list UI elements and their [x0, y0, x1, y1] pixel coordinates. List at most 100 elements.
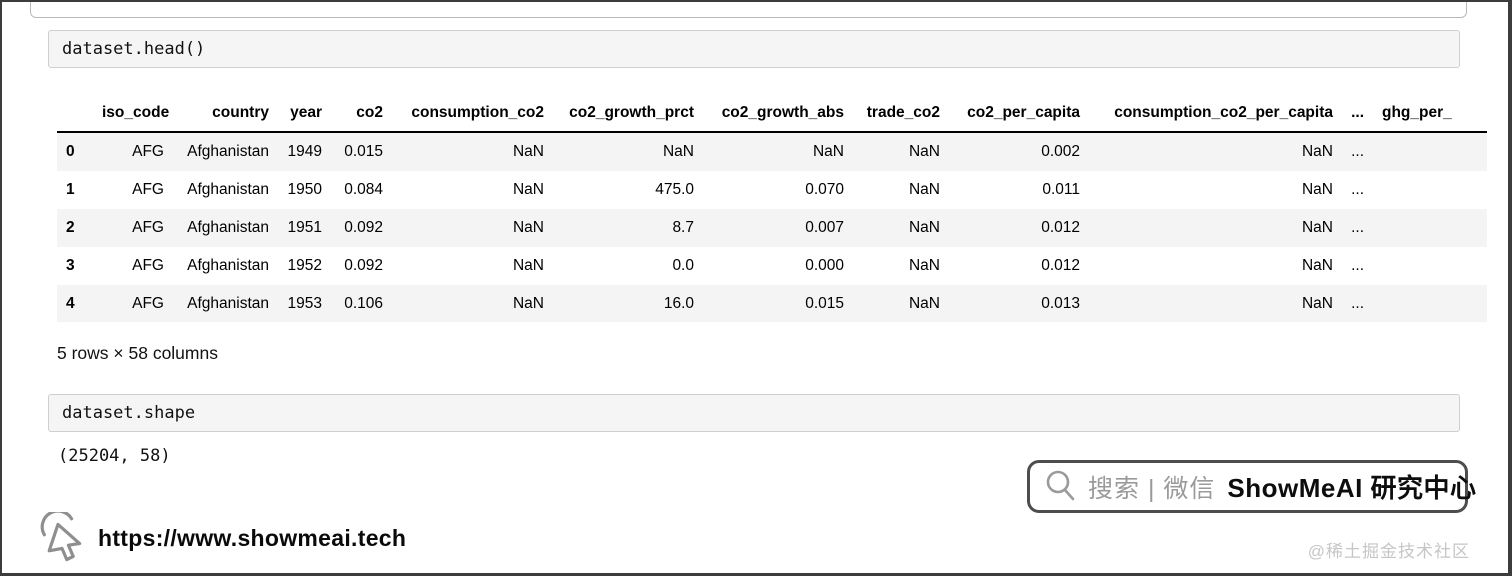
showmeai-search-watermark: 搜索 | 微信 ShowMeAI 研究中心 [1027, 460, 1476, 513]
site-url-watermark: https://www.showmeai.tech [38, 512, 406, 564]
column-header: ... [1342, 96, 1373, 133]
table-cell: NaN [512, 295, 544, 312]
dataframe-output: iso_code country year co2 consumption_co2 co2… [57, 96, 1512, 322]
table-cell: 1953 [287, 295, 322, 312]
table-cell: ... [1351, 143, 1364, 160]
table-cell: NaN [1301, 181, 1333, 198]
code-cell-shape-input[interactable]: dataset.shape [48, 394, 1460, 432]
column-header: ghg_per_ [1373, 96, 1487, 133]
row-index: 2 [66, 219, 75, 236]
table-cell: ... [1351, 181, 1364, 198]
dataframe-summary: 5 rows × 58 columns [57, 343, 218, 363]
column-header [57, 96, 93, 133]
brand-text: ShowMeAI 研究中心 [1227, 473, 1477, 503]
table-cell: 8.7 [672, 219, 694, 236]
table-cell: NaN [512, 143, 544, 160]
table-cell: AFG [132, 295, 164, 312]
table-header-row: iso_code country year co2 consumption_co2 co2… [57, 96, 1487, 133]
table-cell: 0.012 [1041, 257, 1080, 274]
dataframe-table: iso_code country year co2 consumption_co2 co2… [57, 96, 1487, 322]
table-row: 2 AFG Afghanistan 1951 0.092 NaN 8.7 0.007 NaN 0.… [57, 209, 1487, 247]
column-header: trade_co2 [853, 96, 949, 133]
row-index: 3 [66, 257, 75, 274]
row-index: 4 [66, 295, 75, 312]
table-cell: 1949 [287, 143, 322, 160]
table-cell: NaN [908, 295, 940, 312]
table-cell: Afghanistan [187, 143, 269, 160]
table-cell: NaN [908, 143, 940, 160]
table-cell: 1950 [287, 181, 322, 198]
row-index: 0 [66, 143, 75, 160]
table-cell: ... [1351, 295, 1364, 312]
cursor-logo-icon [40, 512, 82, 562]
column-header: year [278, 96, 331, 133]
search-placeholder-text: 搜索 | 微信 [1088, 474, 1216, 503]
column-header: co2 [331, 96, 392, 133]
table-cell: 1951 [287, 219, 322, 236]
table-cell: ... [1351, 257, 1364, 274]
table-cell [1373, 247, 1487, 285]
table-cell: 0.106 [344, 295, 383, 312]
table-cell: Afghanistan [187, 257, 269, 274]
table-cell: NaN [512, 257, 544, 274]
table-cell: 0.002 [1041, 143, 1080, 160]
site-url-text: https://www.showmeai.tech [98, 524, 407, 551]
table-cell: 0.0 [672, 257, 694, 274]
shape-output: (25204, 58) [58, 446, 171, 466]
column-header: co2_growth_prct [553, 96, 703, 133]
table-cell: NaN [512, 219, 544, 236]
table-row: 3 AFG Afghanistan 1952 0.092 NaN 0.0 0.000 NaN 0.… [57, 247, 1487, 285]
table-cell: NaN [512, 181, 544, 198]
table-cell: 0.092 [344, 219, 383, 236]
table-cell: 0.012 [1041, 219, 1080, 236]
table-cell: NaN [1301, 219, 1333, 236]
table-cell [1373, 132, 1487, 171]
code-cell-head-input[interactable]: dataset.head() [48, 30, 1460, 68]
table-cell: 0.015 [805, 295, 844, 312]
table-cell: NaN [662, 143, 694, 160]
table-row: 4 AFG Afghanistan 1953 0.106 NaN 16.0 0.015 NaN 0… [57, 285, 1487, 322]
table-cell: AFG [132, 143, 164, 160]
table-cell: 0.015 [344, 143, 383, 160]
column-header: co2_growth_abs [703, 96, 853, 133]
table-cell: AFG [132, 181, 164, 198]
table-cell: NaN [1301, 257, 1333, 274]
row-index: 1 [66, 181, 75, 198]
table-cell: NaN [908, 219, 940, 236]
table-cell: 0.092 [344, 257, 383, 274]
table-cell: 16.0 [663, 295, 694, 312]
table-cell: 0.007 [805, 219, 844, 236]
column-header: country [173, 96, 278, 133]
table-row: 0 AFG Afghanistan 1949 0.015 NaN NaN NaN NaN 0.00… [57, 132, 1487, 171]
juejin-watermark: @稀土掘金技术社区 [1307, 542, 1470, 561]
table-cell: 1952 [287, 257, 322, 274]
table-cell [1373, 285, 1487, 322]
previous-cell-partial [30, 0, 1467, 18]
table-cell: NaN [908, 181, 940, 198]
table-row: 1 AFG Afghanistan 1950 0.084 NaN 475.0 0.070 NaN… [57, 171, 1487, 209]
table-cell: AFG [132, 219, 164, 236]
table-cell [1373, 171, 1487, 209]
column-header: co2_per_capita [949, 96, 1089, 133]
column-header: iso_code [93, 96, 173, 133]
table-cell: Afghanistan [187, 181, 269, 198]
table-cell: NaN [1301, 143, 1333, 160]
table-cell: NaN [812, 143, 844, 160]
table-cell: 0.011 [1042, 181, 1080, 198]
table-cell: NaN [1301, 295, 1333, 312]
table-cell: 0.070 [805, 181, 844, 198]
column-header: consumption_co2_per_capita [1089, 96, 1342, 133]
table-cell: 475.0 [655, 181, 694, 198]
table-cell: Afghanistan [187, 295, 269, 312]
column-header: consumption_co2 [392, 96, 553, 133]
table-cell: 0.000 [805, 257, 844, 274]
table-cell: AFG [132, 257, 164, 274]
table-cell [1373, 209, 1487, 247]
table-cell: 0.013 [1041, 295, 1080, 312]
search-icon [1046, 470, 1075, 500]
table-cell: NaN [908, 257, 940, 274]
table-cell: Afghanistan [187, 219, 269, 236]
table-cell: ... [1351, 219, 1364, 236]
table-cell: 0.084 [344, 181, 383, 198]
